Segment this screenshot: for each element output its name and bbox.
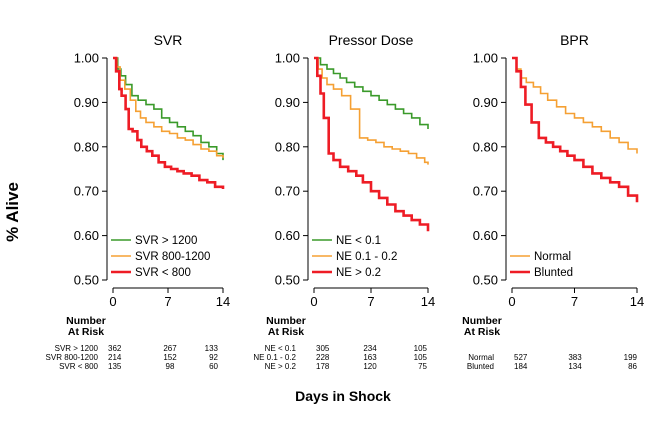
legend-label: NE > 0.2 bbox=[336, 267, 381, 279]
risk-value: 305 bbox=[316, 344, 330, 353]
y-tick-label: 1.00 bbox=[275, 51, 300, 66]
legend-label: SVR < 800 bbox=[135, 267, 191, 279]
y-tick-label: 0.70 bbox=[74, 184, 99, 199]
risk-row-label: SVR 800-1200 bbox=[46, 353, 99, 362]
y-tick-label: 0.60 bbox=[275, 228, 300, 243]
series-line bbox=[314, 57, 429, 165]
y-tick-label: 0.60 bbox=[74, 228, 99, 243]
y-tick-label: 0.50 bbox=[275, 273, 300, 288]
risk-title-line2: At Risk bbox=[464, 326, 500, 338]
y-tick-label: 0.70 bbox=[473, 184, 498, 199]
risk-value: 383 bbox=[568, 353, 582, 362]
risk-title-line1: Number bbox=[266, 315, 306, 327]
series-line bbox=[113, 57, 224, 161]
risk-title-line2: At Risk bbox=[68, 326, 104, 338]
risk-value: 527 bbox=[514, 353, 528, 362]
y-tick-label: 0.50 bbox=[473, 273, 498, 288]
panel-title: SVR bbox=[154, 32, 183, 48]
series-line bbox=[113, 57, 224, 158]
risk-value: 133 bbox=[205, 344, 219, 353]
risk-row-label: SVR < 800 bbox=[59, 362, 98, 371]
y-tick-label: 0.80 bbox=[275, 139, 300, 154]
x-tick-label: 14 bbox=[421, 294, 435, 309]
risk-value: 152 bbox=[163, 353, 177, 362]
y-tick-label: 0.90 bbox=[275, 95, 300, 110]
risk-title-line1: Number bbox=[66, 315, 106, 327]
x-tick-label: 0 bbox=[508, 294, 515, 309]
risk-row-label: NE 0.1 - 0.2 bbox=[253, 353, 296, 362]
x-tick-label: 14 bbox=[630, 294, 644, 309]
x-tick-label: 0 bbox=[109, 294, 116, 309]
series-line bbox=[512, 57, 638, 154]
y-tick-label: 0.50 bbox=[74, 273, 99, 288]
x-tick-label: 7 bbox=[164, 294, 171, 309]
series-line bbox=[314, 57, 429, 129]
risk-table-title-bpr: Number At Risk bbox=[462, 315, 502, 338]
y-tick-label: 0.60 bbox=[473, 228, 498, 243]
panels-layer: SVR 0.50 0.60 0.70 0.80 0.90 1.00 0 7 14 SVR > 120… bbox=[46, 32, 645, 371]
legend-label: SVR > 1200 bbox=[135, 235, 197, 247]
x-tick-label: 7 bbox=[367, 294, 374, 309]
series-line bbox=[314, 56, 430, 232]
x-tick-label: 14 bbox=[216, 294, 230, 309]
y-tick-label: 1.00 bbox=[473, 51, 498, 66]
panel-1: Pressor Dose 0.50 0.60 0.70 0.80 0.90 1.00 0 7 14… bbox=[253, 32, 435, 371]
risk-value: 105 bbox=[414, 353, 428, 362]
risk-value: 135 bbox=[108, 362, 122, 371]
legend-label: Normal bbox=[534, 251, 571, 263]
risk-value: 178 bbox=[316, 362, 330, 371]
risk-row-label: Normal bbox=[468, 353, 494, 362]
risk-row-label: NE < 0.1 bbox=[265, 344, 297, 353]
risk-value: 120 bbox=[363, 362, 377, 371]
risk-value: 60 bbox=[209, 362, 218, 371]
risk-table-title-pressor: Number At Risk bbox=[266, 315, 306, 338]
y-tick-label: 0.70 bbox=[275, 184, 300, 199]
series-line bbox=[113, 56, 225, 189]
risk-row-label: Blunted bbox=[467, 362, 494, 371]
legend-label: NE < 0.1 bbox=[336, 235, 381, 247]
risk-value: 75 bbox=[418, 362, 427, 371]
x-axis-label: Days in Shock bbox=[295, 388, 391, 404]
y-tick-label: 0.80 bbox=[74, 139, 99, 154]
panel-0: SVR 0.50 0.60 0.70 0.80 0.90 1.00 0 7 14 SVR > 120… bbox=[46, 32, 231, 371]
y-tick-label: 1.00 bbox=[74, 51, 99, 66]
x-tick-label: 7 bbox=[571, 294, 578, 309]
risk-row-label: SVR > 1200 bbox=[55, 344, 99, 353]
y-axis-label: % Alive bbox=[3, 182, 22, 242]
risk-value: 234 bbox=[363, 344, 377, 353]
risk-value: 362 bbox=[108, 344, 122, 353]
legend-label: Blunted bbox=[534, 267, 573, 279]
risk-value: 92 bbox=[209, 353, 218, 362]
risk-value: 105 bbox=[414, 344, 428, 353]
risk-value: 98 bbox=[166, 362, 175, 371]
legend-label: SVR 800-1200 bbox=[135, 251, 210, 263]
risk-table-title-svr: Number At Risk bbox=[66, 315, 106, 338]
x-tick-label: 0 bbox=[310, 294, 317, 309]
series-line bbox=[512, 56, 639, 203]
risk-value: 184 bbox=[514, 362, 528, 371]
risk-value: 228 bbox=[316, 353, 330, 362]
panel-title: Pressor Dose bbox=[329, 32, 414, 48]
y-tick-label: 0.90 bbox=[473, 95, 498, 110]
panel-title: BPR bbox=[560, 32, 589, 48]
risk-value: 199 bbox=[624, 353, 638, 362]
risk-value: 214 bbox=[108, 353, 122, 362]
risk-row-label: NE > 0.2 bbox=[265, 362, 297, 371]
legend-label: NE 0.1 - 0.2 bbox=[336, 251, 397, 263]
y-tick-label: 0.80 bbox=[473, 139, 498, 154]
risk-title-line2: At Risk bbox=[268, 326, 304, 338]
risk-value: 267 bbox=[163, 344, 177, 353]
risk-value: 134 bbox=[568, 362, 582, 371]
risk-title-line1: Number bbox=[462, 315, 502, 327]
risk-value: 86 bbox=[628, 362, 637, 371]
y-tick-label: 0.90 bbox=[74, 95, 99, 110]
risk-value: 163 bbox=[363, 353, 377, 362]
